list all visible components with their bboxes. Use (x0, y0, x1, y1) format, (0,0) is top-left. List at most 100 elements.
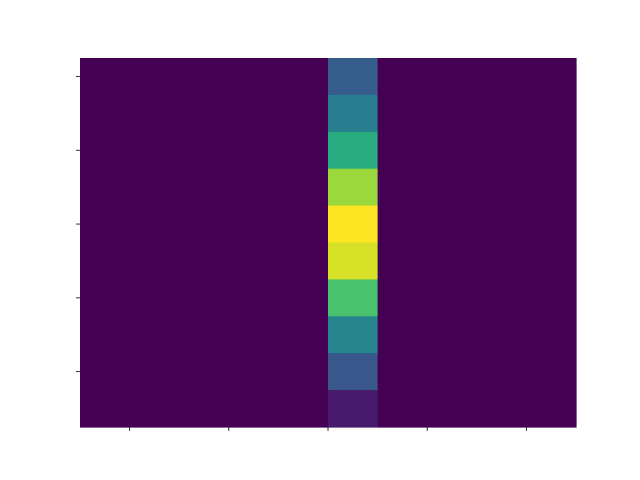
heatmap-cell-r1-c0 (80, 94, 131, 133)
heatmap-cell-r6-c8 (476, 279, 527, 317)
heatmap-cell-r5-c5 (328, 242, 379, 280)
heatmap-cell-r6-c5 (328, 279, 379, 317)
heatmap-cell-r5-c8 (476, 242, 527, 280)
heatmap-cell-r4-c5 (328, 205, 379, 244)
heatmap-cell-r4-c1 (129, 205, 180, 244)
heatmap-cell-r9-c8 (476, 390, 527, 428)
heatmap-cell-r6-c4 (278, 279, 329, 317)
heatmap-cell-r2-c6 (377, 131, 428, 170)
heatmap-cell-r7-c0 (80, 316, 131, 354)
heatmap-cell-r5-c9 (526, 242, 577, 280)
heatmap-cell-r0-c9 (526, 58, 577, 96)
heatmap-cell-r9-c2 (179, 390, 230, 428)
heatmap-cell-r7-c1 (129, 316, 180, 354)
heatmap-cell-r9-c5 (328, 390, 379, 428)
heatmap-cell-r1-c2 (179, 94, 230, 133)
heatmap-cell-r4-c7 (427, 205, 478, 244)
heatmap-cell-r9-c0 (80, 390, 131, 428)
heatmap-cell-r6-c3 (228, 279, 279, 317)
heatmap-cell-r7-c8 (476, 316, 527, 354)
heatmap-cell-r1-c6 (377, 94, 428, 133)
heatmap-cell-r6-c1 (129, 279, 180, 317)
heatmap-cell-r4-c8 (476, 205, 527, 244)
heatmap-cell-r9-c6 (377, 390, 428, 428)
heatmap-cell-r8-c2 (179, 353, 230, 391)
heatmap-cell-r9-c3 (228, 390, 279, 428)
heatmap-cell-r1-c8 (476, 94, 527, 133)
heatmap-cell-r3-c8 (476, 168, 527, 207)
heatmap-cell-r3-c6 (377, 168, 428, 207)
heatmap-cell-r4-c3 (228, 205, 279, 244)
heatmap-cell-r0-c8 (476, 58, 527, 96)
heatmap-cell-r0-c7 (427, 58, 478, 96)
heatmap-cell-r8-c5 (328, 353, 379, 391)
heatmap-cell-r3-c9 (526, 168, 577, 207)
heatmap-cell-r3-c1 (129, 168, 180, 207)
heatmap-cell-r7-c3 (228, 316, 279, 354)
heatmap-cell-r4-c9 (526, 205, 577, 244)
heatmap-cell-r7-c2 (179, 316, 230, 354)
heatmap-cell-r5-c7 (427, 242, 478, 280)
heatmap-cell-r8-c9 (526, 353, 577, 391)
heatmap-cell-r4-c4 (278, 205, 329, 244)
heatmap-cell-r8-c0 (80, 353, 131, 391)
heatmap-cell-r2-c8 (476, 131, 527, 170)
heatmap-cell-r7-c7 (427, 316, 478, 354)
heatmap-cell-r5-c4 (278, 242, 329, 280)
heatmap-cell-r8-c7 (427, 353, 478, 391)
heatmap-cell-r5-c0 (80, 242, 131, 280)
heatmap-cell-r0-c0 (80, 58, 131, 96)
heatmap-cell-r5-c2 (179, 242, 230, 280)
heatmap-cell-r6-c9 (526, 279, 577, 317)
heatmap-cell-r9-c1 (129, 390, 180, 428)
heatmap-cell-r7-c4 (278, 316, 329, 354)
heatmap-cell-r4-c0 (80, 205, 131, 244)
heatmap-cell-r2-c0 (80, 131, 131, 170)
heatmap-cell-r1-c5 (328, 94, 379, 133)
heatmap-cell-r5-c6 (377, 242, 428, 280)
heatmap-cell-r2-c3 (228, 131, 279, 170)
y-axis-ticks (76, 76, 80, 373)
heatmap-cell-r7-c5 (328, 316, 379, 354)
heatmap-cell-r4-c2 (179, 205, 230, 244)
heatmap-cell-r3-c2 (179, 168, 230, 207)
heatmap-cell-r3-c4 (278, 168, 329, 207)
heatmap-cell-r2-c4 (278, 131, 329, 170)
heatmap-cell-r7-c9 (526, 316, 577, 354)
heatmap-cell-r1-c4 (278, 94, 329, 133)
heatmap-cell-r0-c5 (328, 58, 379, 96)
heatmap-cell-r2-c7 (427, 131, 478, 170)
heatmap-cell-r2-c9 (526, 131, 577, 170)
heatmap-cell-r0-c1 (129, 58, 180, 96)
heatmap-cell-r3-c3 (228, 168, 279, 207)
heatmap-cell-r3-c5 (328, 168, 379, 207)
heatmap-cell-r4-c6 (377, 205, 428, 244)
heatmap-cell-r8-c4 (278, 353, 329, 391)
heatmap-cell-r3-c0 (80, 168, 131, 207)
heatmap-cell-r8-c1 (129, 353, 180, 391)
heatmap-cell-r8-c8 (476, 353, 527, 391)
heatmap-cell-r6-c7 (427, 279, 478, 317)
heatmap-cell-r1-c7 (427, 94, 478, 133)
heatmap-cell-r5-c1 (129, 242, 180, 280)
heatmap-cell-r2-c2 (179, 131, 230, 170)
heatmap-cell-r7-c6 (377, 316, 428, 354)
heatmap-cell-r1-c3 (228, 94, 279, 133)
heatmap-cell-r8-c3 (228, 353, 279, 391)
heatmap-cell-r2-c1 (129, 131, 180, 170)
heatmap-cells (80, 58, 577, 428)
heatmap-cell-r0-c4 (278, 58, 329, 96)
heatmap-cell-r0-c6 (377, 58, 428, 96)
heatmap-cell-r0-c2 (179, 58, 230, 96)
x-axis-ticks (129, 427, 527, 431)
heatmap-cell-r6-c0 (80, 279, 131, 317)
heatmap-cell-r6-c6 (377, 279, 428, 317)
heatmap-cell-r5-c3 (228, 242, 279, 280)
heatmap-cell-r1-c9 (526, 94, 577, 133)
heatmap-cell-r8-c6 (377, 353, 428, 391)
heatmap-cell-r6-c2 (179, 279, 230, 317)
heatmap-cell-r3-c7 (427, 168, 478, 207)
heatmap-cell-r9-c4 (278, 390, 329, 428)
